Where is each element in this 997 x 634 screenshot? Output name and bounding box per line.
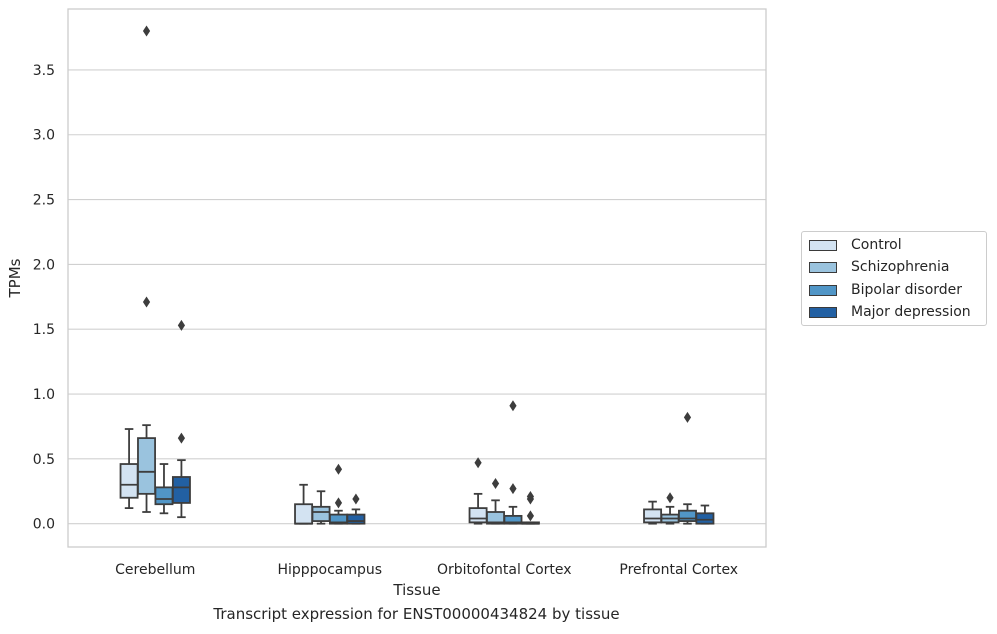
box — [678, 509, 697, 522]
box — [171, 476, 191, 504]
outlier-point — [666, 492, 674, 504]
x-tick-label: Hipppocampus — [277, 562, 382, 578]
outlier-point — [526, 490, 535, 502]
plot-frame — [67, 8, 767, 548]
x-tick-label: Prefrontal Cortex — [619, 562, 738, 578]
legend-label-schizophrenia: Schizophrenia — [851, 259, 950, 275]
box — [154, 486, 174, 506]
y-tick-label: 1.5 — [33, 322, 55, 338]
box — [294, 503, 314, 525]
outlier-point — [683, 411, 692, 423]
outlier-point — [352, 493, 360, 505]
x-tick-label: Orbitofontal Cortex — [437, 562, 572, 578]
y-tick-label: 2.0 — [33, 257, 55, 273]
y-tick-label: 3.5 — [33, 63, 55, 79]
box — [346, 513, 366, 525]
box — [695, 512, 715, 525]
y-axis-label: TPMs — [6, 258, 24, 298]
box — [137, 437, 156, 495]
outlier-point — [474, 457, 482, 469]
outlier-point — [334, 497, 343, 509]
outlier-point — [142, 25, 151, 37]
outlier-point — [177, 319, 186, 331]
y-tick-label: 2.5 — [33, 193, 55, 209]
outlier-point — [509, 400, 517, 412]
gridlines — [68, 69, 766, 525]
x-axis-label: Tissue — [392, 581, 440, 599]
legend-item-schizophrenia: Schizophrenia — [809, 257, 949, 277]
legend-swatch-major-depression — [809, 306, 837, 318]
box — [468, 507, 488, 524]
axis-ticks: 0.0 0.5 1.0 1.5 2.0 2.5 3.0 3.5 Cerebellum Hipppo… — [33, 63, 738, 578]
x-tick-label: Cerebellum — [115, 562, 195, 578]
legend-item-bipolar-disorder: Bipolar disorder — [809, 280, 962, 300]
boxes — [119, 25, 715, 525]
legend-label-bipolar-disorder: Bipolar disorder — [851, 282, 963, 298]
legend-swatch-bipolar-disorder — [809, 284, 837, 296]
box — [503, 514, 523, 525]
legend-item-major-depression: Major depression — [809, 302, 971, 322]
box — [311, 505, 331, 522]
box — [119, 463, 139, 499]
legend-swatch-control — [809, 239, 837, 251]
legend: Control Schizophrenia Bipolar disorder M… — [801, 231, 987, 326]
outlier-point — [334, 463, 343, 475]
legend-label-major-depression: Major depression — [851, 304, 971, 320]
y-tick-label: 0.0 — [33, 517, 55, 533]
y-tick-label: 0.5 — [33, 452, 55, 468]
outlier-point — [491, 477, 500, 489]
legend-item-control: Control — [809, 235, 902, 255]
box — [643, 508, 663, 524]
outlier-point — [177, 432, 186, 444]
legend-swatch-schizophrenia — [809, 261, 837, 273]
outlier-point — [142, 296, 151, 308]
legend-label-control: Control — [851, 237, 902, 253]
chart-caption: Transcript expression for ENST0000043482… — [213, 605, 620, 623]
outlier-point — [509, 483, 517, 495]
y-tick-label: 3.0 — [33, 128, 55, 144]
y-tick-label: 1.0 — [33, 387, 55, 403]
outlier-point — [526, 510, 535, 522]
